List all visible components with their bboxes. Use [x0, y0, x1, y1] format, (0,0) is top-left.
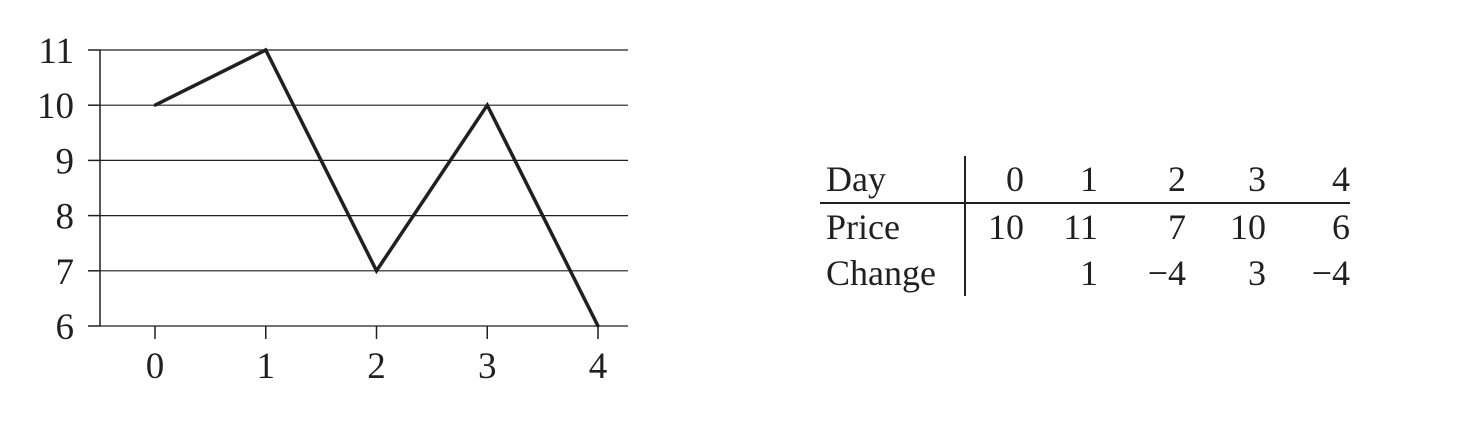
y-tick-label: 9 [56, 141, 75, 182]
data-point [264, 48, 268, 52]
day-cell: 4 [1266, 156, 1350, 204]
day-cell: 1 [1024, 156, 1098, 204]
y-tick-label: 7 [56, 252, 75, 293]
change-cell: −4 [1311, 253, 1350, 293]
x-tick-label: 2 [367, 346, 386, 387]
y-tick-label: 6 [56, 307, 75, 348]
data-point [375, 269, 378, 273]
price-cell: 7 [1168, 207, 1186, 247]
x-tick-label: 3 [478, 346, 497, 387]
data-point [596, 324, 600, 328]
x-tick-label: 4 [589, 346, 608, 387]
change-cell: 1 [1080, 253, 1098, 293]
day-cell: 2 [1098, 156, 1186, 204]
row-label-day: Day [820, 156, 966, 204]
price-cell: 10 [988, 207, 1024, 247]
change-cell: 3 [1248, 253, 1266, 293]
row-label-change: Change [820, 250, 966, 296]
change-cell: −4 [1147, 253, 1186, 293]
price-cell: 10 [1230, 207, 1266, 247]
day-cell: 3 [1186, 156, 1266, 204]
table-row: Price 10 11 7 10 6 [820, 203, 1350, 250]
price-series-line [154, 47, 600, 327]
x-tick-label: 1 [257, 346, 276, 387]
price-line-chart: 11 10 9 8 7 6 0 1 2 3 4 [37, 31, 628, 387]
row-label-price: Price [820, 203, 966, 250]
price-cell: 11 [1063, 207, 1098, 247]
price-cell: 6 [1332, 207, 1350, 247]
table-row: Change 1 −4 3 −4 [820, 250, 1350, 296]
day-cell: 0 [965, 156, 1024, 204]
data-point [485, 103, 489, 107]
data-point [153, 103, 157, 107]
y-tick-label: 8 [56, 197, 75, 238]
y-tick-label: 10 [37, 86, 74, 127]
change-cell [965, 250, 1024, 296]
x-tick-label: 0 [146, 346, 165, 387]
y-tick-label: 11 [38, 31, 74, 72]
price-change-table: Day 0 1 2 3 4 Price 10 11 7 10 6 Change … [820, 156, 1350, 296]
table-header-row: Day 0 1 2 3 4 [820, 156, 1350, 204]
